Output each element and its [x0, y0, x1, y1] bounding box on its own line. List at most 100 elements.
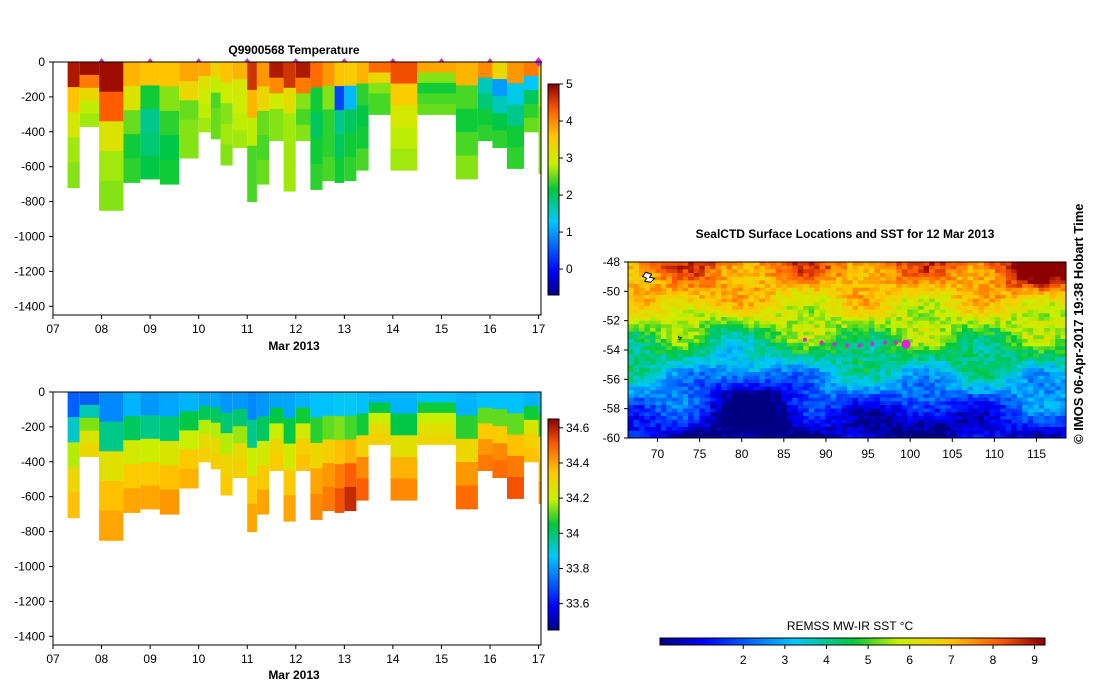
profile-cell: [99, 392, 124, 423]
sst-cell: [721, 309, 727, 314]
sst-cell: [972, 262, 979, 267]
sst-cell: [994, 423, 1001, 428]
x-tick-label: 07: [46, 652, 60, 666]
sst-cell: [781, 383, 788, 388]
sst-cell: [792, 342, 799, 347]
sst-cell: [819, 313, 826, 318]
sst-cell: [830, 368, 837, 373]
sst-cell: [704, 372, 711, 377]
profile-cell: [232, 96, 248, 114]
sst-cell: [1022, 372, 1029, 377]
sst-cell: [1000, 265, 1007, 270]
sst-cell: [1044, 320, 1050, 325]
sst-cell: [962, 320, 968, 325]
sst-cell: [1060, 298, 1066, 303]
sst-cell: [649, 372, 656, 377]
sst-cell: [666, 291, 673, 296]
sst-cell: [671, 368, 678, 373]
sst-cell: [1027, 309, 1034, 314]
sst-cell: [628, 353, 634, 358]
sst-cell: [721, 372, 727, 377]
sst-cell: [929, 397, 935, 402]
sst-cell: [1044, 350, 1050, 355]
sst-cell: [907, 331, 914, 336]
map-x-tick-label: 100: [900, 447, 920, 461]
sst-cell: [688, 416, 695, 421]
sst-cell: [666, 364, 673, 369]
sst-cell: [753, 265, 760, 270]
sst-cell: [704, 309, 711, 314]
sst-cell: [655, 291, 662, 296]
sst-cell: [748, 269, 755, 274]
sst-cell: [918, 280, 925, 285]
sst-cell: [792, 364, 799, 369]
sst-cell: [912, 339, 919, 344]
sst-cell: [885, 269, 892, 274]
sst-cell: [704, 335, 711, 340]
colorbar-tick-label: 34: [566, 526, 580, 540]
sst-cell: [967, 434, 974, 438]
sst-cell: [792, 298, 799, 303]
profile-cell: [356, 83, 369, 106]
sst-cell: [710, 361, 716, 366]
sst-cell: [1038, 265, 1045, 270]
sst-cell: [743, 383, 749, 388]
sst-cell: [1033, 295, 1040, 300]
sst-cell: [688, 328, 695, 333]
sst-cell: [863, 309, 870, 314]
sst-cell: [764, 317, 771, 322]
sst-cell: [808, 364, 815, 369]
salinity-axes-frame: [52, 391, 542, 646]
sst-cell: [797, 313, 804, 318]
sst-cell: [803, 269, 810, 274]
profile-cell: [123, 158, 141, 183]
sst-cell: [1000, 331, 1007, 336]
sst-cell: [682, 313, 689, 318]
sst-cell: [677, 291, 684, 296]
sst-cell: [847, 390, 853, 395]
sst-cell: [710, 386, 716, 391]
sst-cell: [797, 353, 804, 358]
sst-cell: [803, 401, 810, 406]
profile-cell: [140, 108, 160, 133]
sst-cell: [649, 287, 656, 292]
sst-cell: [655, 335, 662, 340]
profile-cell: [507, 434, 524, 457]
sst-cell: [929, 284, 935, 289]
sst-cell: [934, 346, 941, 351]
sst-cell: [666, 335, 673, 340]
sst-cell: [726, 309, 733, 314]
sst-map-panel: SealCTD Surface Locations and SST for 12…: [603, 227, 1067, 667]
sst-cell: [660, 397, 667, 402]
sst-cell: [770, 372, 777, 377]
sst-cell: [1016, 291, 1023, 296]
sst-cell: [759, 295, 766, 300]
sst-cell: [775, 408, 782, 413]
sst-cell: [956, 262, 963, 267]
sst-cell: [983, 269, 990, 274]
profile-cell: [344, 133, 357, 158]
sst-cell: [945, 397, 952, 402]
sst-cell: [1033, 287, 1040, 292]
sst-cell: [847, 339, 853, 344]
sst-cell: [814, 386, 821, 391]
sst-cell: [1033, 276, 1040, 281]
sst-cell: [814, 317, 821, 322]
sst-cell: [929, 419, 935, 424]
sst-cell: [666, 394, 673, 399]
sst-cell: [649, 386, 656, 391]
sst-cell: [682, 361, 689, 366]
sst-cell: [1038, 361, 1045, 366]
sst-cell: [693, 302, 700, 307]
sst-cell: [792, 357, 799, 362]
sst-cell: [649, 302, 656, 307]
sst-cell: [901, 331, 908, 336]
sst-cell: [633, 287, 640, 292]
sst-cell: [907, 350, 914, 355]
sst-cell: [874, 353, 881, 358]
sst-cell: [704, 390, 711, 395]
sst-cell: [1027, 401, 1034, 406]
sst-cell: [907, 335, 914, 340]
sst-cell: [858, 313, 864, 318]
sst-cell: [896, 350, 903, 355]
